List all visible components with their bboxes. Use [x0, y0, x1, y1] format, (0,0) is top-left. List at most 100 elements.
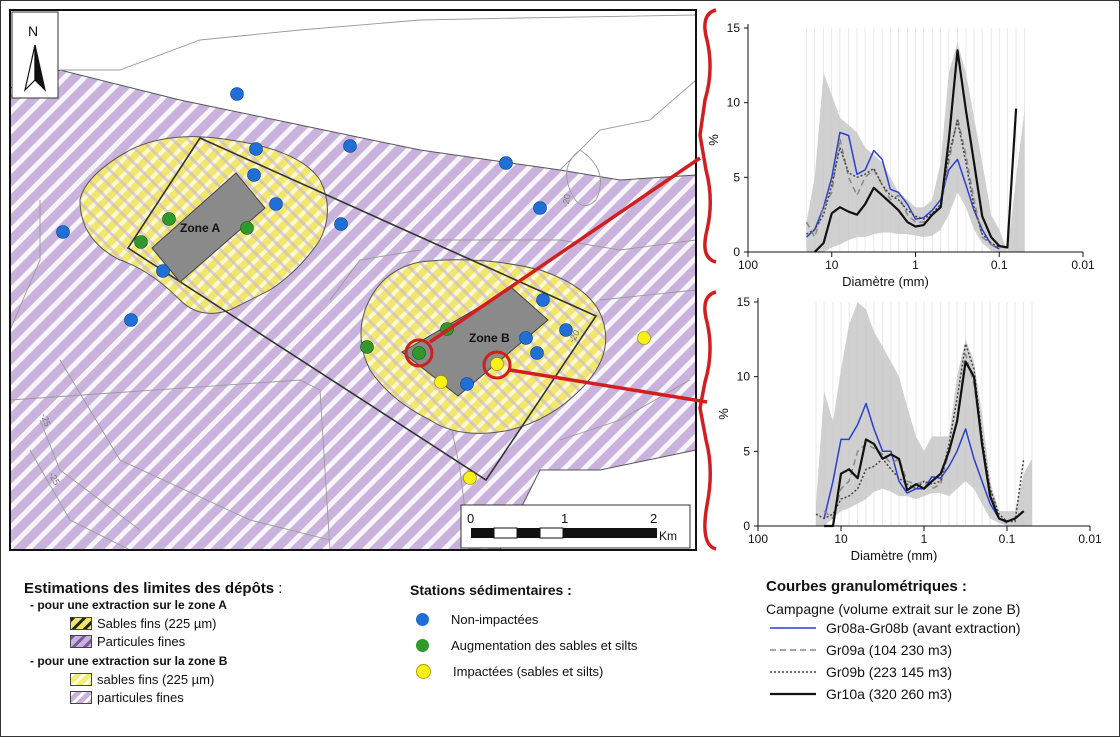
legend-item: Augmentation des sables et silts	[410, 632, 730, 658]
legend-stations: Stations sédimentaires : Non-impactées A…	[410, 582, 730, 684]
station-marker[interactable]	[412, 346, 426, 360]
legend-item: Non-impactées	[410, 606, 730, 632]
solid-black-line-icon	[770, 692, 816, 696]
station-marker[interactable]	[519, 331, 533, 345]
y-tick-label: 0	[733, 245, 740, 259]
stations-non-impacted	[56, 87, 573, 391]
station-marker[interactable]	[269, 197, 283, 211]
bathymetric-contours	[10, 14, 696, 550]
zone-b-label: Zone B	[469, 331, 510, 345]
series-line-gr10a	[824, 360, 1025, 528]
legend-zone-a-heading: - pour une extraction sur le zone A	[30, 598, 227, 612]
dotted-dark-line-icon	[770, 671, 816, 673]
y-tick-label: 15	[727, 21, 741, 35]
legend-curves-subtitle: Campagne (volume extrait sur le zone B)	[766, 601, 1021, 617]
map-border	[9, 9, 697, 551]
y-axis-label: %	[716, 408, 731, 420]
station-marker[interactable]	[240, 221, 254, 235]
station-marker[interactable]	[334, 217, 348, 231]
x-tick-label: 10	[825, 258, 839, 272]
legend-item-label: Gr08a-Gr08b (avant extraction)	[826, 620, 1021, 636]
station-marker[interactable]	[530, 346, 544, 360]
zone-a-extraction-block	[151, 172, 266, 283]
series-line-gr10a	[813, 49, 1018, 253]
legend-curves: Courbes granulométriques : Campagne (vol…	[766, 578, 1116, 705]
station-marker[interactable]	[230, 87, 244, 101]
legend-deposits-title: Estimations des limites des dépôts	[24, 580, 275, 597]
station-marker[interactable]	[490, 357, 504, 371]
station-marker[interactable]	[499, 156, 513, 170]
legend-item-label: Gr10a (320 260 m3)	[826, 686, 953, 702]
station-marker[interactable]	[247, 168, 261, 182]
station-marker[interactable]	[533, 201, 547, 215]
legend-item: Gr10a (320 260 m3)	[766, 683, 1116, 705]
station-marker[interactable]	[434, 375, 448, 389]
station-marker[interactable]	[559, 323, 573, 337]
station-marker[interactable]	[360, 340, 374, 354]
x-tick-label: 0.1	[991, 258, 1008, 272]
series-line-gr09b	[815, 343, 1025, 523]
station-marker[interactable]	[343, 139, 357, 153]
legend-item-label: Impactées (sables et silts)	[453, 663, 604, 679]
grain-size-chart-bottom: 0 5 10 15 100 10 1 0.1 0.01 Diamètre (mm)%	[716, 295, 1102, 563]
x-tick-label: 1	[912, 258, 919, 272]
legend-deposits-colon: :	[274, 580, 283, 597]
legend-item: particules fines	[70, 686, 394, 708]
sand-swatch-icon	[70, 616, 92, 630]
x-tick-label: 100	[738, 258, 758, 272]
legend-item: Impactées (sables et silts)	[410, 658, 730, 684]
y-axis-label: %	[706, 134, 721, 146]
station-marker[interactable]	[536, 293, 550, 307]
series-line-gr09a	[805, 116, 1000, 249]
connectors	[429, 8, 717, 551]
connector-bottom	[509, 368, 708, 404]
series-line-gr08a-gr08b	[805, 131, 1000, 250]
north-label: N	[28, 23, 38, 39]
solid-blue-line-icon	[770, 627, 816, 629]
legend-item: sables fins (225 µm)	[70, 668, 394, 690]
station-marker[interactable]	[156, 264, 170, 278]
blue-dot-icon	[416, 612, 429, 626]
scale-tick-2: 2	[650, 511, 657, 526]
bracket-bottom	[698, 290, 717, 551]
legend-item-label: Augmentation des sables et silts	[451, 637, 638, 653]
legend-item: Gr08a-Gr08b (avant extraction)	[766, 617, 1116, 639]
legend-curves-title: Courbes granulométriques :	[766, 578, 967, 595]
station-marker[interactable]	[162, 212, 176, 226]
legend-item-label: Gr09a (104 230 m3)	[826, 642, 953, 658]
highlight-ring-gr-b	[482, 350, 512, 380]
x-tick-label: 0.01	[1071, 258, 1095, 272]
bracket-top	[698, 8, 717, 264]
series-line-gr09b	[806, 119, 1000, 249]
legend-deposits: Estimations des limites des dépôts : - p…	[24, 580, 394, 708]
green-dot-icon	[416, 638, 429, 652]
sand-swatch-icon	[70, 672, 92, 686]
station-marker[interactable]	[637, 331, 651, 345]
north-arrow: N	[11, 11, 59, 99]
station-marker[interactable]	[124, 313, 138, 327]
fines-swatch-icon	[70, 634, 92, 648]
station-marker[interactable]	[460, 377, 474, 391]
extraction-boundary	[126, 136, 598, 482]
x-tick-label: 1	[921, 532, 928, 546]
legend-item-label: Non-impactées	[451, 611, 539, 627]
x-tick-label: 10	[834, 532, 848, 546]
legend-stations-title: Stations sédimentaires :	[410, 582, 572, 598]
highlight-ring-gr-a	[404, 338, 434, 368]
x-tick-label: 0.01	[1078, 532, 1102, 546]
y-tick-label: 0	[743, 519, 750, 533]
station-marker[interactable]	[463, 471, 477, 485]
station-marker[interactable]	[249, 142, 263, 156]
legend-zone-b-heading: - pour une extraction sur la zone B	[30, 654, 228, 668]
zone-a-label: Zone A	[180, 221, 221, 235]
station-marker[interactable]	[134, 235, 148, 249]
contour-label: -20	[560, 193, 572, 208]
legend-item: Particules fines	[70, 630, 394, 652]
y-tick-label: 10	[727, 96, 741, 110]
y-tick-label: 10	[737, 370, 751, 384]
legend-item-label: Gr09b (223 145 m3)	[826, 664, 953, 680]
scale-tick-1: 1	[561, 511, 568, 526]
y-tick-label: 15	[737, 295, 751, 309]
station-marker[interactable]	[56, 225, 70, 239]
